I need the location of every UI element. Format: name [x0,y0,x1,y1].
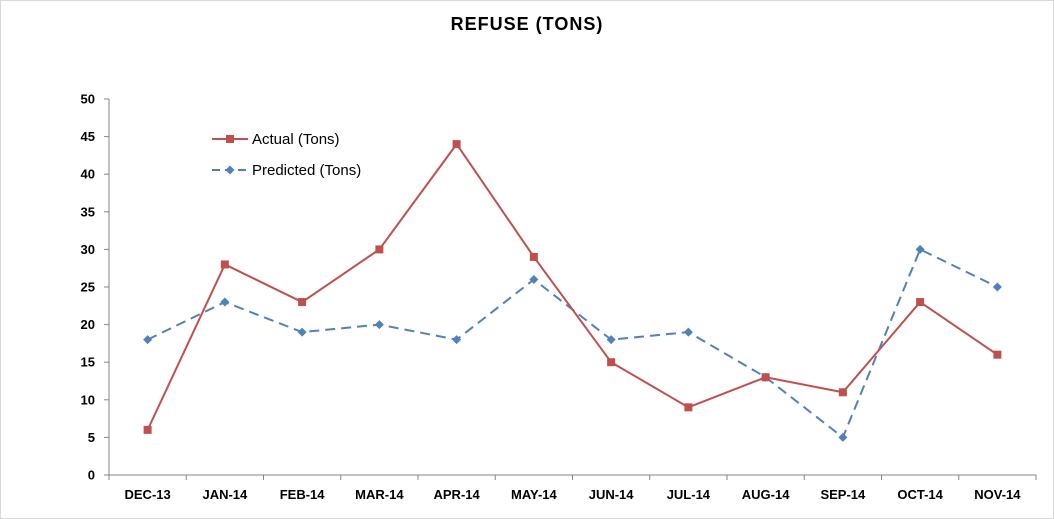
predicted-data-point [529,274,539,284]
y-tick-label: 30 [81,242,95,257]
legend-label-predicted: Predicted (Tons) [252,162,361,179]
y-tick-label: 45 [81,129,95,144]
actual-data-point [298,298,307,307]
predicted-data-point [838,432,848,442]
predicted-data-point [220,297,230,307]
y-tick-label: 50 [81,92,95,107]
y-tick-label: 15 [81,355,95,370]
legend-marker-predicted [225,165,235,175]
predicted-data-point [452,335,462,345]
predicted-data-point [143,335,153,345]
actual-data-point [838,388,847,397]
predicted-data-point [297,327,307,337]
x-tick-label: APR-14 [434,487,481,502]
x-tick-label: MAR-14 [355,487,404,502]
actual-data-point [375,245,384,254]
actual-data-point [143,425,152,434]
x-tick-label: FEB-14 [280,487,326,502]
actual-data-point [993,350,1002,359]
axes: 0 5 10 15 20 25 30 35 40 45 50 DEC-13 JAN-14 FEB-14 MA… [81,92,1037,502]
x-tick-label: JUL-14 [667,487,711,502]
legend-label-actual: Actual (Tons) [252,131,340,148]
actual-data-point [220,260,229,269]
actual-data-point [761,373,770,382]
x-tick-label: AUG-14 [742,487,790,502]
actual-data-point [529,252,538,261]
legend: Actual (Tons) Predicted (Tons) [212,131,361,179]
y-tick-label: 10 [81,392,95,407]
y-tick-label: 25 [81,280,95,295]
y-tick-label: 40 [81,167,95,182]
y-tick-label: 35 [81,204,95,219]
y-tick-label: 0 [88,468,95,483]
predicted-data-point [992,282,1002,292]
legend-item-actual: Actual (Tons) [212,131,340,148]
x-tick-label: JUN-14 [589,487,635,502]
series-actual [143,140,1002,434]
legend-item-predicted: Predicted (Tons) [212,162,361,179]
series-line-actual [146,143,998,431]
actual-data-point [684,403,693,412]
predicted-data-point [606,335,616,345]
x-tick-label: OCT-14 [897,487,943,502]
x-tick-label: NOV-14 [974,487,1021,502]
actual-data-point [452,140,461,149]
actual-data-point [916,298,925,307]
predicted-data-point [683,327,693,337]
legend-marker-actual [226,135,234,143]
x-tick-label: SEP-14 [820,487,866,502]
x-tick-label: DEC-13 [125,487,171,502]
predicted-data-point [915,244,925,254]
chart-title: REFUSE (TONS) [451,14,604,34]
x-tick-label: JAN-14 [202,487,248,502]
actual-data-point [607,358,616,367]
y-tick-label: 5 [88,430,95,445]
predicted-data-point [374,320,384,330]
x-tick-label: MAY-14 [511,487,558,502]
series-layer [143,140,1002,442]
y-tick-label: 20 [81,317,95,332]
